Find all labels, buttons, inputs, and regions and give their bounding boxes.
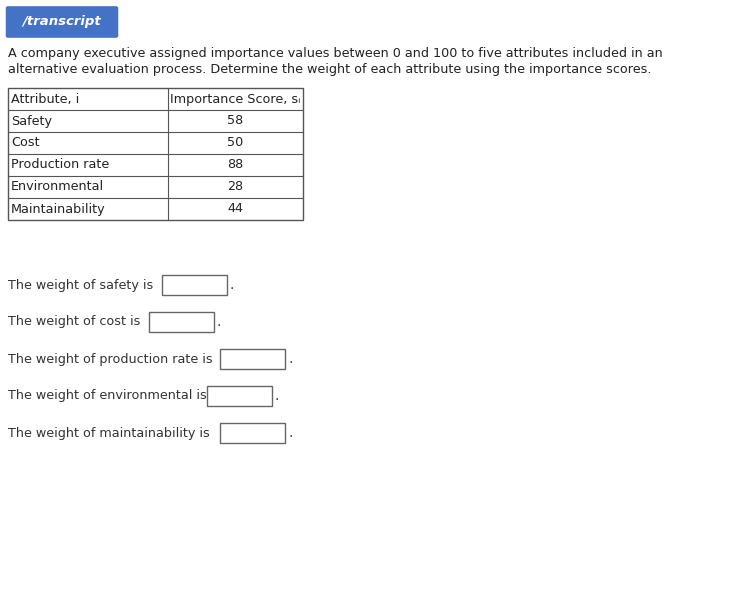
Text: The weight of safety is: The weight of safety is: [8, 279, 153, 291]
Text: .: .: [275, 389, 280, 403]
Text: Cost: Cost: [11, 136, 40, 150]
Text: The weight of cost is: The weight of cost is: [8, 315, 141, 329]
Text: 88: 88: [227, 159, 244, 171]
Text: 44: 44: [228, 203, 244, 215]
Text: .: .: [288, 352, 293, 366]
Text: Importance Score, sᵢ: Importance Score, sᵢ: [170, 92, 301, 106]
Text: A company executive assigned importance values between 0 and 100 to five attribu: A company executive assigned importance …: [8, 47, 663, 60]
Text: Maintainability: Maintainability: [11, 203, 105, 215]
Text: Production rate: Production rate: [11, 159, 109, 171]
Text: Attribute, i: Attribute, i: [11, 92, 79, 106]
Text: .: .: [217, 315, 221, 329]
Text: The weight of environmental is: The weight of environmental is: [8, 390, 207, 402]
Text: 50: 50: [227, 136, 244, 150]
Text: The weight of production rate is: The weight of production rate is: [8, 353, 213, 365]
Text: 28: 28: [227, 180, 244, 194]
Text: The weight of maintainability is: The weight of maintainability is: [8, 426, 210, 440]
Text: 58: 58: [227, 115, 244, 127]
Text: .: .: [229, 278, 234, 292]
Text: Environmental: Environmental: [11, 180, 104, 194]
Text: alternative evaluation process. Determine the weight of each attribute using the: alternative evaluation process. Determin…: [8, 63, 651, 76]
Text: /transcript: /transcript: [23, 16, 102, 28]
Text: .: .: [288, 426, 293, 440]
Text: Safety: Safety: [11, 115, 52, 127]
